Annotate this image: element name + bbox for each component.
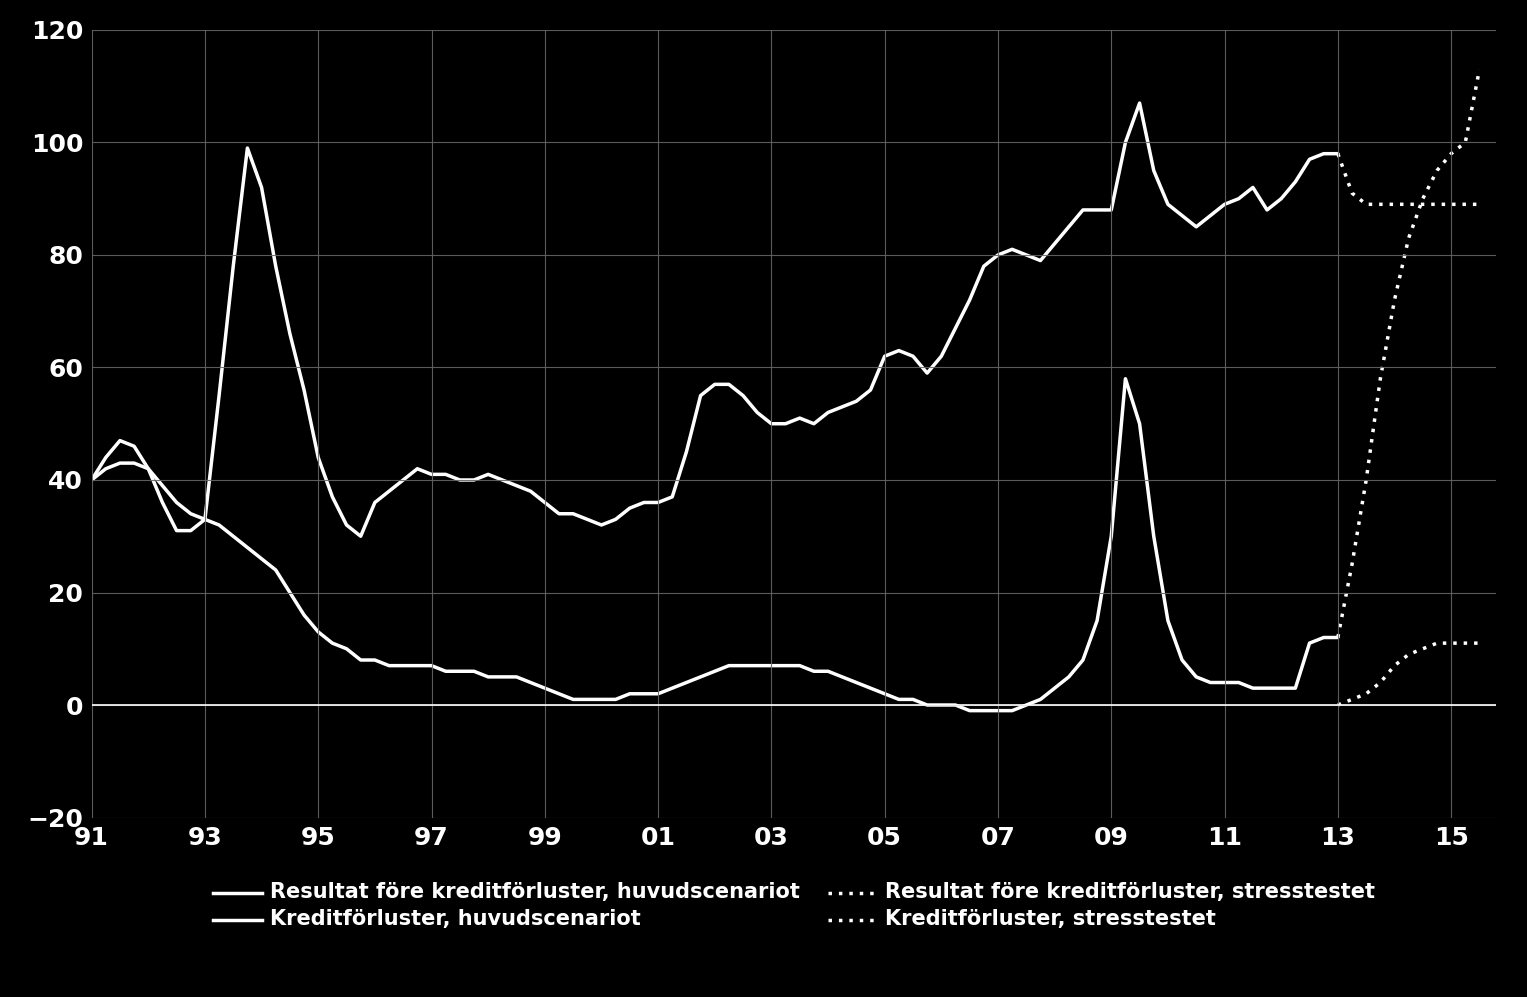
Resultat före kreditförluster, stresstestet	[1342, 187, 1361, 199]
Kreditförluster, huvudscenariot	[238, 541, 257, 553]
Kreditförluster, stresstestet	[1342, 558, 1361, 570]
Resultat före kreditförluster, stresstestet	[1385, 198, 1403, 210]
Legend: Resultat före kreditförluster, huvudscenariot, Kreditförluster, huvudscenariot, : Resultat före kreditförluster, huvudscen…	[214, 881, 1374, 929]
Resultat före kreditförluster, stresstestet	[1457, 198, 1475, 210]
Kreditförluster, huvudscenariot	[563, 694, 582, 706]
Kreditförluster, stresstestet	[1328, 631, 1347, 643]
Kreditförluster, stresstestet	[1371, 373, 1390, 385]
Kreditförluster, stresstestet	[1471, 64, 1489, 76]
Kreditförluster, stresstestet	[1428, 165, 1446, 176]
Kreditförluster, huvudscenariot	[337, 643, 356, 655]
Resultat före kreditförluster, huvudscenariot	[1215, 198, 1234, 210]
Kreditförluster, stresstestet	[1457, 137, 1475, 149]
Kreditförluster, stresstestet	[1441, 148, 1460, 160]
Resultat före kreditförluster, huvudscenariot	[734, 390, 753, 402]
Kreditförluster, huvudscenariot	[82, 474, 101, 486]
Kreditförluster, huvudscenariot	[1328, 631, 1347, 643]
Line: Kreditförluster, stresstestet: Kreditförluster, stresstestet	[1338, 70, 1480, 637]
Resultat före kreditförluster, huvudscenariot	[579, 513, 597, 525]
Kreditförluster, huvudscenariot	[1116, 373, 1135, 385]
Line: Resultat före kreditförluster, stresstestet: Resultat före kreditförluster, stresstes…	[1338, 154, 1480, 204]
Resultat före kreditförluster, stresstestet	[1414, 198, 1432, 210]
Resultat före kreditförluster, stresstestet	[1399, 198, 1417, 210]
Line: Kreditförluster, huvudscenariot: Kreditförluster, huvudscenariot	[92, 379, 1338, 711]
Resultat före kreditförluster, huvudscenariot	[337, 519, 356, 531]
Line: Resultat före kreditförluster, huvudscenariot: Resultat före kreditförluster, huvudscen…	[92, 103, 1338, 536]
Resultat före kreditförluster, huvudscenariot	[1328, 148, 1347, 160]
Kreditförluster, huvudscenariot	[1215, 677, 1234, 689]
Resultat före kreditförluster, huvudscenariot	[1130, 97, 1148, 109]
Resultat före kreditförluster, stresstestet	[1371, 198, 1390, 210]
Resultat före kreditförluster, stresstestet	[1358, 198, 1376, 210]
Kreditförluster, stresstestet	[1385, 294, 1403, 306]
Kreditförluster, stresstestet	[1358, 474, 1376, 486]
Resultat före kreditförluster, stresstestet	[1471, 198, 1489, 210]
Resultat före kreditförluster, huvudscenariot	[351, 530, 370, 542]
Resultat före kreditförluster, huvudscenariot	[82, 474, 101, 486]
Kreditförluster, stresstestet	[1399, 232, 1417, 244]
Resultat före kreditförluster, stresstestet	[1428, 198, 1446, 210]
Kreditförluster, huvudscenariot	[960, 705, 979, 717]
Kreditförluster, stresstestet	[1414, 192, 1432, 204]
Resultat före kreditförluster, huvudscenariot	[209, 390, 228, 402]
Resultat före kreditförluster, stresstestet	[1441, 198, 1460, 210]
Kreditförluster, huvudscenariot	[209, 519, 228, 531]
Resultat före kreditförluster, stresstestet	[1328, 148, 1347, 160]
Kreditförluster, huvudscenariot	[719, 660, 738, 672]
Resultat före kreditförluster, huvudscenariot	[238, 143, 257, 155]
